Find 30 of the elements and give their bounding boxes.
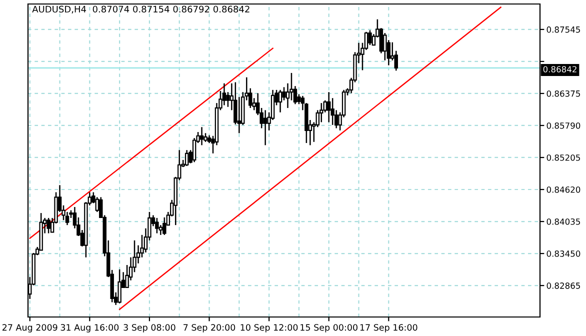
x-tick-label: 27 Aug 2009 bbox=[2, 324, 58, 332]
ref-line-label: 0.86842 bbox=[543, 66, 576, 72]
x-tick-label: 3 Sep 08:00 bbox=[124, 324, 176, 332]
y-tick-label: 0.84035 bbox=[546, 218, 580, 225]
x-tick-label: 7 Sep 20:00 bbox=[184, 324, 236, 332]
candlestick bbox=[46, 217, 50, 234]
candlestick bbox=[278, 89, 282, 113]
x-tick-label: 31 Aug 16:00 bbox=[60, 324, 119, 332]
x-tick-label: 17 Sep 16:00 bbox=[360, 324, 418, 332]
candlestick bbox=[368, 30, 372, 46]
candlestick bbox=[282, 86, 286, 101]
candlestick bbox=[326, 91, 331, 123]
x-tick-label: 15 Sep 00:00 bbox=[300, 324, 358, 332]
candlestick bbox=[155, 217, 159, 234]
candlestick bbox=[200, 126, 204, 146]
candlestick bbox=[222, 82, 226, 106]
y-tick-label: 0.87545 bbox=[546, 26, 580, 33]
y-tick-label: 0.85790 bbox=[546, 122, 580, 129]
y-tick-label: 0.86375 bbox=[546, 90, 580, 97]
y-tick-label: 0.84620 bbox=[546, 186, 580, 193]
chart-title: AUDUSD,H4 0.87074 0.87154 0.86792 0.86842 bbox=[32, 6, 250, 14]
y-tick-label: 0.85205 bbox=[546, 154, 580, 161]
y-tick-label: 0.82865 bbox=[546, 282, 580, 289]
candlestick bbox=[320, 102, 324, 123]
candlestick bbox=[263, 110, 268, 146]
candlestick bbox=[184, 149, 189, 167]
candlestick bbox=[118, 268, 122, 304]
candlestick bbox=[162, 216, 166, 236]
y-tick-label: 0.83450 bbox=[546, 250, 580, 257]
x-tick-label: 10 Sep 12:00 bbox=[240, 324, 298, 332]
